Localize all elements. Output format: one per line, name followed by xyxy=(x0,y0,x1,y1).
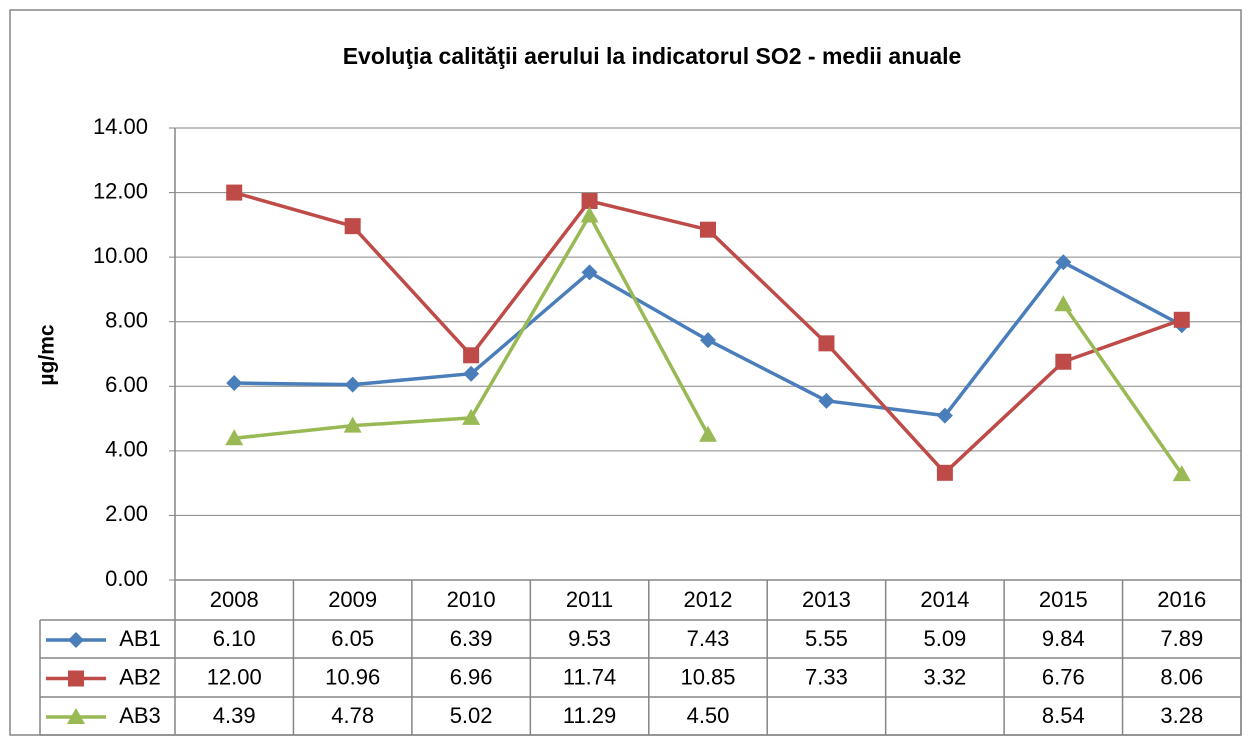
table-value: 6.10 xyxy=(213,626,256,651)
marker xyxy=(463,365,480,382)
legend-label: AB2 xyxy=(119,664,161,689)
marker xyxy=(700,221,716,238)
marker xyxy=(1172,465,1191,482)
marker xyxy=(581,264,598,281)
marker xyxy=(581,192,598,209)
table-value: 7.43 xyxy=(687,626,730,651)
marker xyxy=(1173,311,1190,328)
table-value: 6.05 xyxy=(331,626,374,651)
table-value: 6.39 xyxy=(450,626,493,651)
x-tick-label: 2010 xyxy=(447,587,496,612)
chart-title: Evoluţia calităţii aerului la indicatoru… xyxy=(343,43,962,69)
table-value: 4.50 xyxy=(687,703,730,728)
table-value: 8.06 xyxy=(1160,664,1203,689)
marker xyxy=(343,416,362,433)
x-tick-label: 2013 xyxy=(802,587,851,612)
marker xyxy=(699,425,717,442)
marker xyxy=(68,632,84,648)
marker xyxy=(225,429,244,446)
marker xyxy=(68,670,84,687)
table-value: 7.89 xyxy=(1160,626,1203,651)
y-tick-label: 8.00 xyxy=(105,308,148,333)
table-value: 12.00 xyxy=(207,664,262,689)
series-line xyxy=(1061,303,1184,476)
y-tick-label: 2.00 xyxy=(105,501,148,526)
table-value: 3.32 xyxy=(923,664,966,689)
marker xyxy=(1055,353,1072,370)
x-tick-label: 2011 xyxy=(566,587,613,612)
legend-label: AB3 xyxy=(119,703,161,728)
legend-label: AB1 xyxy=(119,626,161,651)
marker xyxy=(818,392,835,409)
table-value: 6.96 xyxy=(450,664,493,689)
marker xyxy=(226,184,243,201)
marker xyxy=(580,206,599,223)
table-value: 6.76 xyxy=(1042,664,1085,689)
marker xyxy=(818,335,835,352)
table-value: 11.74 xyxy=(563,664,616,689)
table-value: 4.39 xyxy=(213,703,256,728)
marker xyxy=(463,347,480,364)
table-value: 9.53 xyxy=(568,626,611,651)
table-value: 9.84 xyxy=(1042,626,1085,651)
marker xyxy=(1054,295,1073,312)
marker xyxy=(226,375,243,392)
marker xyxy=(67,708,85,724)
table-value: 4.78 xyxy=(331,703,374,728)
marker xyxy=(936,464,953,481)
table-value: 7.33 xyxy=(805,664,848,689)
table-value: 5.02 xyxy=(450,703,493,728)
y-axis-label: µg/mc xyxy=(36,324,59,385)
table-value: 5.55 xyxy=(805,626,848,651)
table-value: 10.96 xyxy=(325,664,380,689)
y-tick-label: 10.00 xyxy=(93,243,148,268)
marker xyxy=(936,407,953,424)
x-tick-label: 2016 xyxy=(1157,587,1206,612)
chart-border xyxy=(9,9,1242,736)
table-value: 8.54 xyxy=(1042,703,1085,728)
marker xyxy=(344,218,361,235)
x-tick-label: 2012 xyxy=(684,587,733,612)
marker xyxy=(462,408,481,425)
y-tick-label: 4.00 xyxy=(105,437,148,462)
x-tick-label: 2015 xyxy=(1039,587,1088,612)
marker xyxy=(1055,254,1072,271)
y-tick-label: 14.00 xyxy=(93,114,148,139)
x-tick-label: 2014 xyxy=(920,587,969,612)
table-value: 5.09 xyxy=(923,626,966,651)
y-tick-label: 12.00 xyxy=(93,178,148,203)
table-value: 11.29 xyxy=(563,703,616,728)
y-tick-label: 6.00 xyxy=(105,372,148,397)
x-tick-label: 2009 xyxy=(328,587,377,612)
table-value: 3.28 xyxy=(1160,703,1203,728)
table-value: 10.85 xyxy=(680,664,735,689)
marker xyxy=(344,376,361,393)
marker xyxy=(700,332,716,349)
x-tick-label: 2008 xyxy=(210,587,259,612)
y-tick-label: 0.00 xyxy=(105,566,148,591)
